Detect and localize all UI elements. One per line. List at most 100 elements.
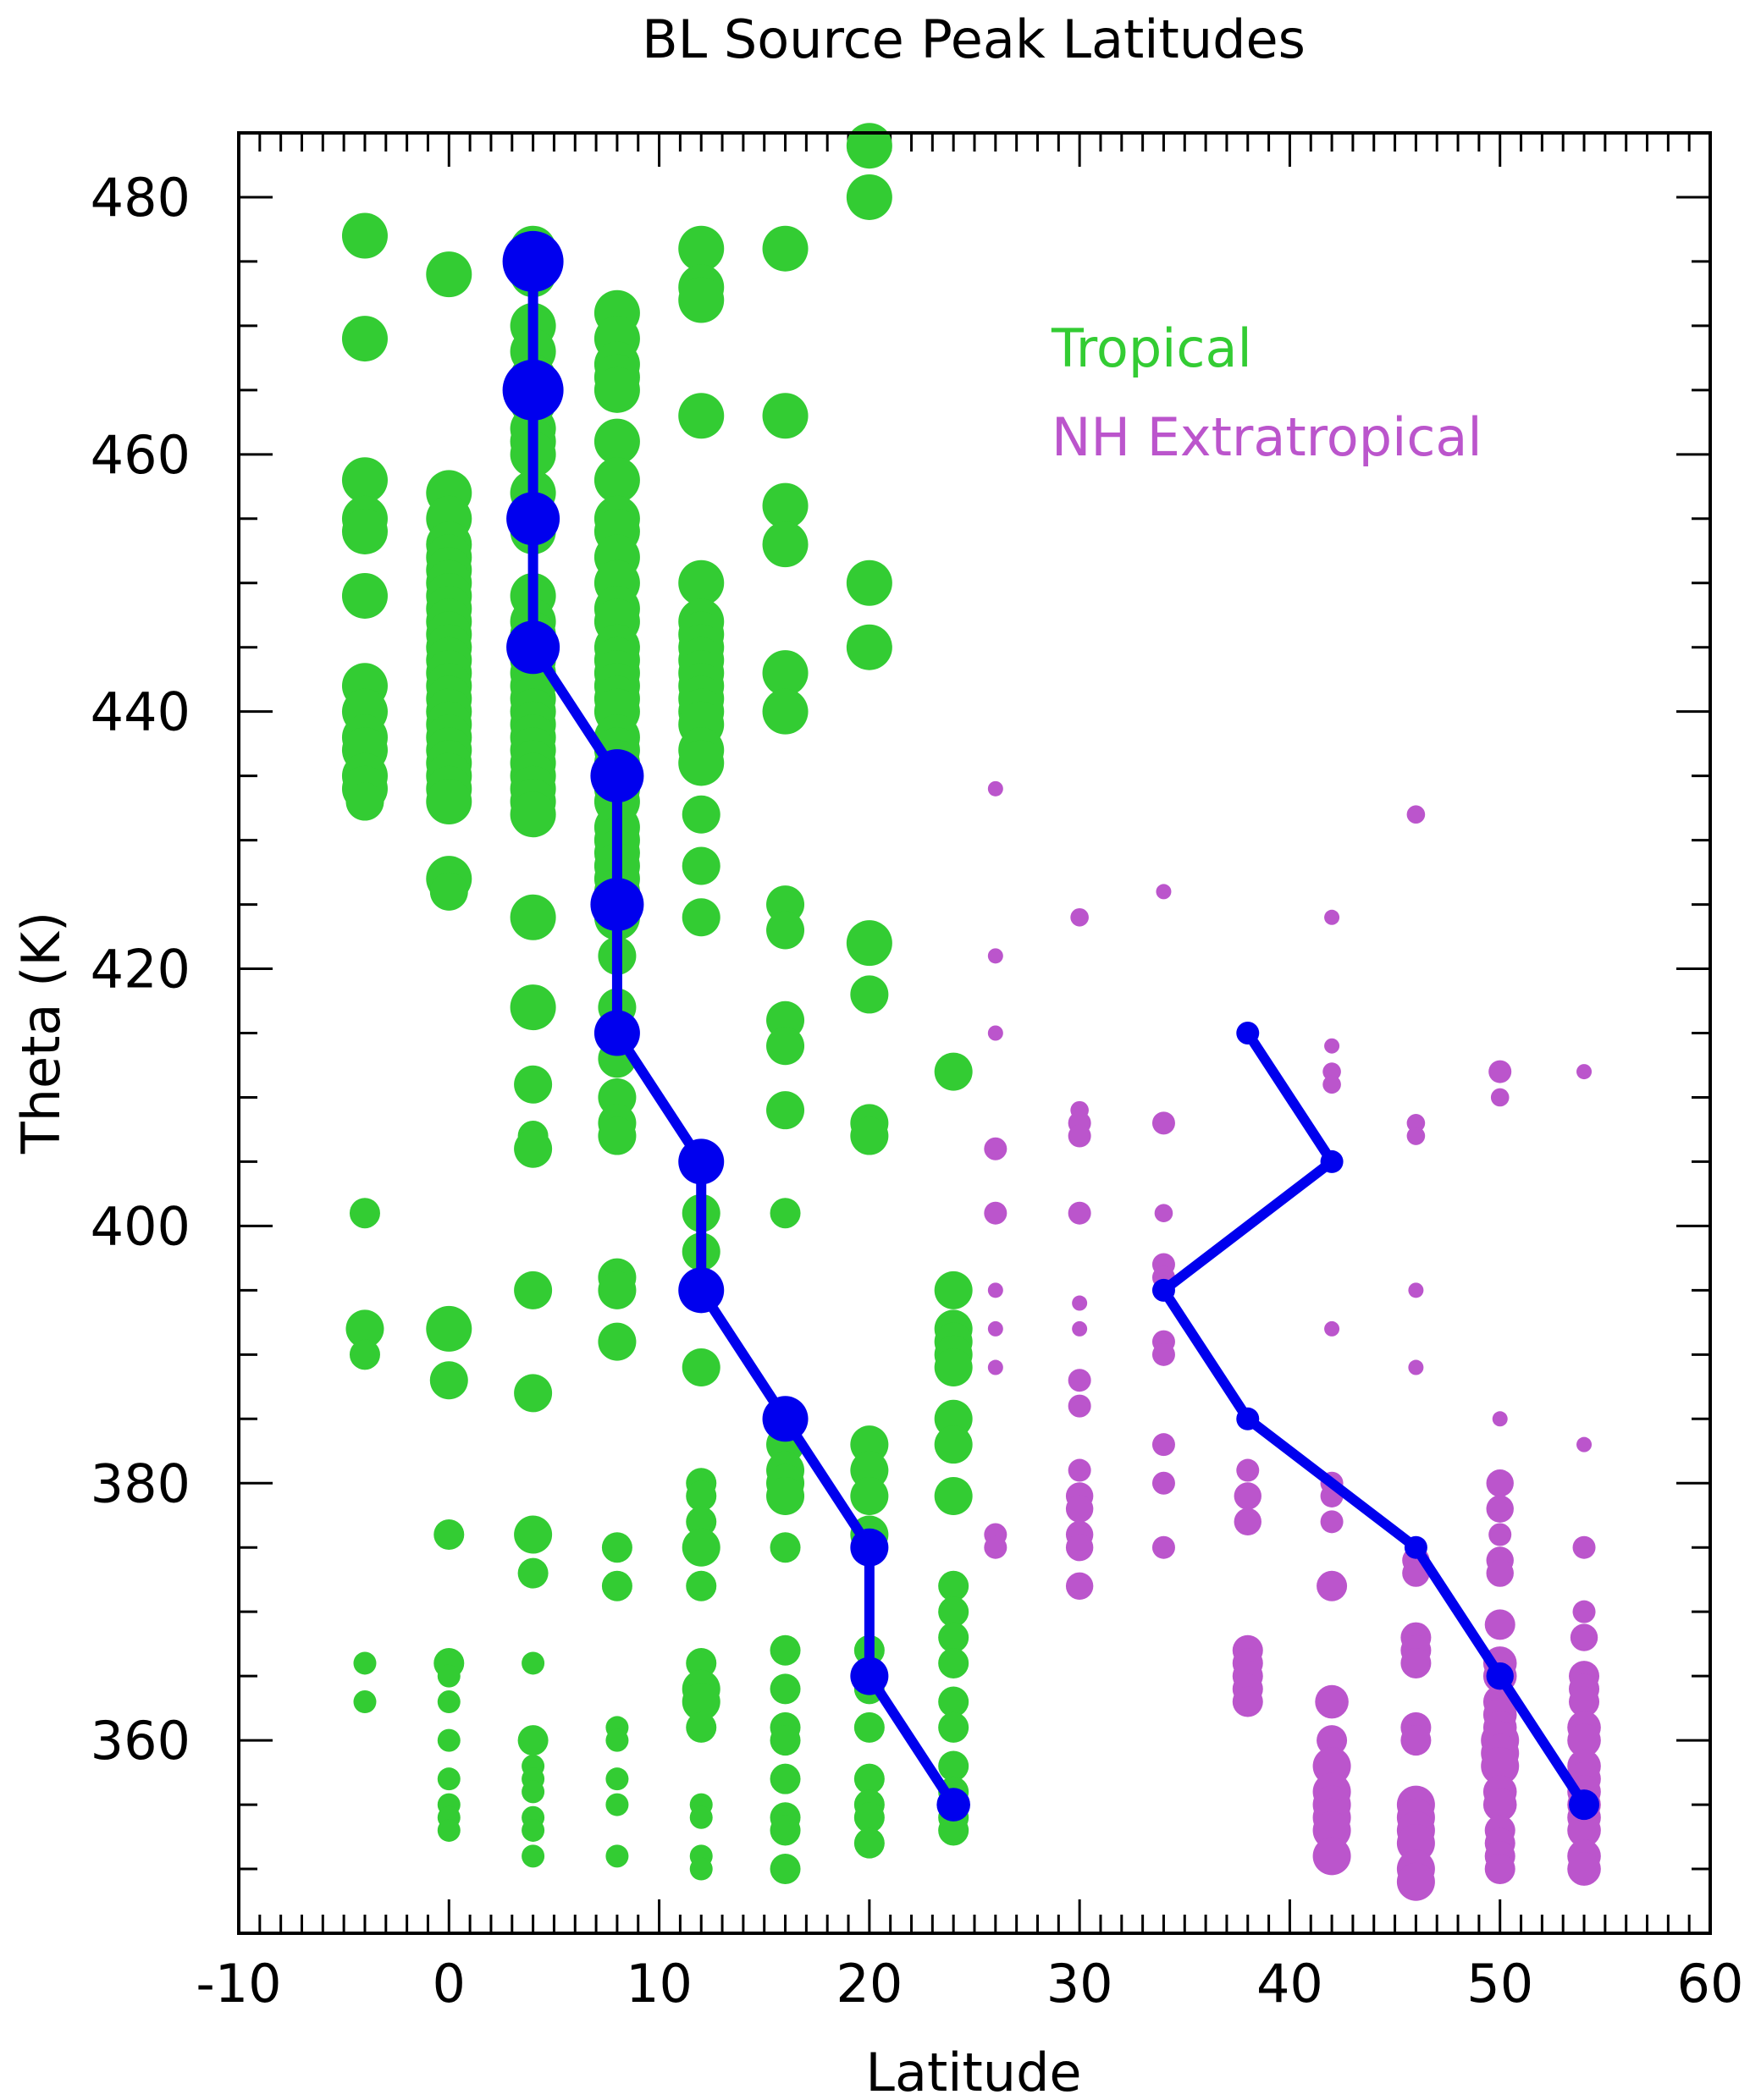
nh-extratropical-point [1486,1469,1514,1497]
nh-extratropical-point [1070,907,1089,927]
tropical-point [426,1305,472,1352]
tropical-point [429,872,468,911]
tropical-point [605,1793,629,1816]
tropical-point [846,123,892,169]
series-layer [341,123,1601,1901]
nh-extratropical-point [1068,1369,1091,1392]
tropical-point [682,795,720,834]
x-tick-label: 20 [836,1953,903,2015]
tropical-point [762,650,809,697]
legend-nh-extratropical: NH Extratropical [1052,406,1482,468]
nh-extratropical-point [1324,1320,1340,1337]
tropical-point [510,791,556,838]
nh-extratropical-point [1151,1433,1175,1457]
nh-extratropical-point [1072,1295,1088,1311]
nh-extratropical-point [1151,1471,1175,1495]
tropical-peak-marker [850,1528,889,1567]
tropical-point [341,572,388,619]
tropical-point [770,1725,801,1756]
nh-extratropical-point [1567,1813,1601,1848]
tropical-point [341,316,388,362]
nh-extratropical-point [1486,1495,1514,1523]
tropical-point [689,1805,713,1829]
nh-extratropical-point [1486,1559,1514,1587]
tropical-point [846,624,892,670]
nh-extratropical-point [1576,1064,1593,1080]
plot-frame [237,131,1712,1935]
nh-extratropical-point [1406,1114,1426,1133]
tropical-point [934,1348,973,1387]
x-tick-label: 30 [1046,1953,1113,2015]
tropical-point [934,1476,973,1515]
tropical-point [605,1728,629,1752]
tropical-point [517,1725,549,1756]
tropical-point [682,1528,720,1567]
nh-extratropical-point [1312,1837,1351,1876]
legend: Tropical NH Extratropical [1051,317,1482,468]
tropical-point [522,1780,545,1804]
tropical-peak-marker [506,492,560,546]
nh-extratropical-point [1400,1647,1432,1678]
tropical-point [934,1425,973,1464]
tropical-point [345,1309,384,1348]
nh-extratropical-point [1151,1342,1175,1366]
nh-extratropical-point [1488,1060,1512,1083]
nh-extratropical-point [1492,1411,1508,1427]
tropical-point [353,1651,377,1675]
nh-extratropical-point [1406,1127,1426,1145]
tropical-point [770,1673,801,1705]
tropical-point [682,898,720,937]
y-axis-label: Theta (K) [10,912,72,1155]
x-tick-label: 10 [626,1953,693,2015]
tropical-peak-marker [502,230,564,292]
tropical-point [686,1506,717,1537]
tropical-point [850,975,889,1014]
nh-extratropical-peak-marker [1236,1407,1260,1430]
nh-extratropical-point [987,1282,1003,1298]
y-tick-label: 360 [91,1710,190,1772]
x-tick-label: 0 [433,1953,466,2015]
tropical-peak-marker [502,359,564,421]
tropical-point [598,1270,637,1309]
tropical-point [678,225,725,272]
y-tick-label: 400 [91,1195,190,1257]
nh-extratropical-point [1572,1535,1596,1559]
tropical-point [938,1596,969,1628]
tropical-point [762,688,809,735]
nh-extratropical-point [1320,1510,1344,1534]
nh-extratropical-peak-marker [1569,1789,1600,1821]
nh-extratropical-point [984,1535,1007,1559]
y-tick-label: 460 [91,424,190,486]
nh-extratropical-point [1322,1075,1341,1094]
tropical-point [762,393,809,439]
nh-extratropical-point [1315,1684,1349,1719]
tropical-point [934,1052,973,1091]
tropical-point [514,1270,553,1309]
tropical-point [766,1027,805,1066]
nh-extratropical-point [987,780,1003,796]
tropical-point [770,1763,801,1794]
tropical-point [846,559,892,606]
y-tick-label: 420 [91,939,190,1000]
chart-title: BL Source Peak Latitudes [642,8,1306,70]
tropical-point [426,779,472,825]
nh-extratropical-point [1408,1359,1424,1375]
tropical-point [598,1322,637,1361]
tropical-point [686,1647,717,1678]
nh-extratropical-point [984,1201,1007,1225]
tropical-point [938,1686,969,1717]
tropical-point [345,782,384,821]
tropical-point [510,984,556,1031]
nh-extratropical-point [1572,1600,1596,1623]
tropical-point [437,1664,461,1688]
y-tick-label: 480 [91,167,190,229]
nh-extratropical-peak-line [1158,1030,1589,1808]
tropical-point [678,559,725,606]
tropical-peak-marker [506,620,560,675]
tropical-peak-marker [593,1010,640,1056]
tropical-point [593,418,640,465]
tropical-point [605,1767,629,1791]
tropical-point [598,1116,637,1155]
nh-extratropical-point [1576,1436,1593,1452]
tropical-point [349,1198,380,1229]
